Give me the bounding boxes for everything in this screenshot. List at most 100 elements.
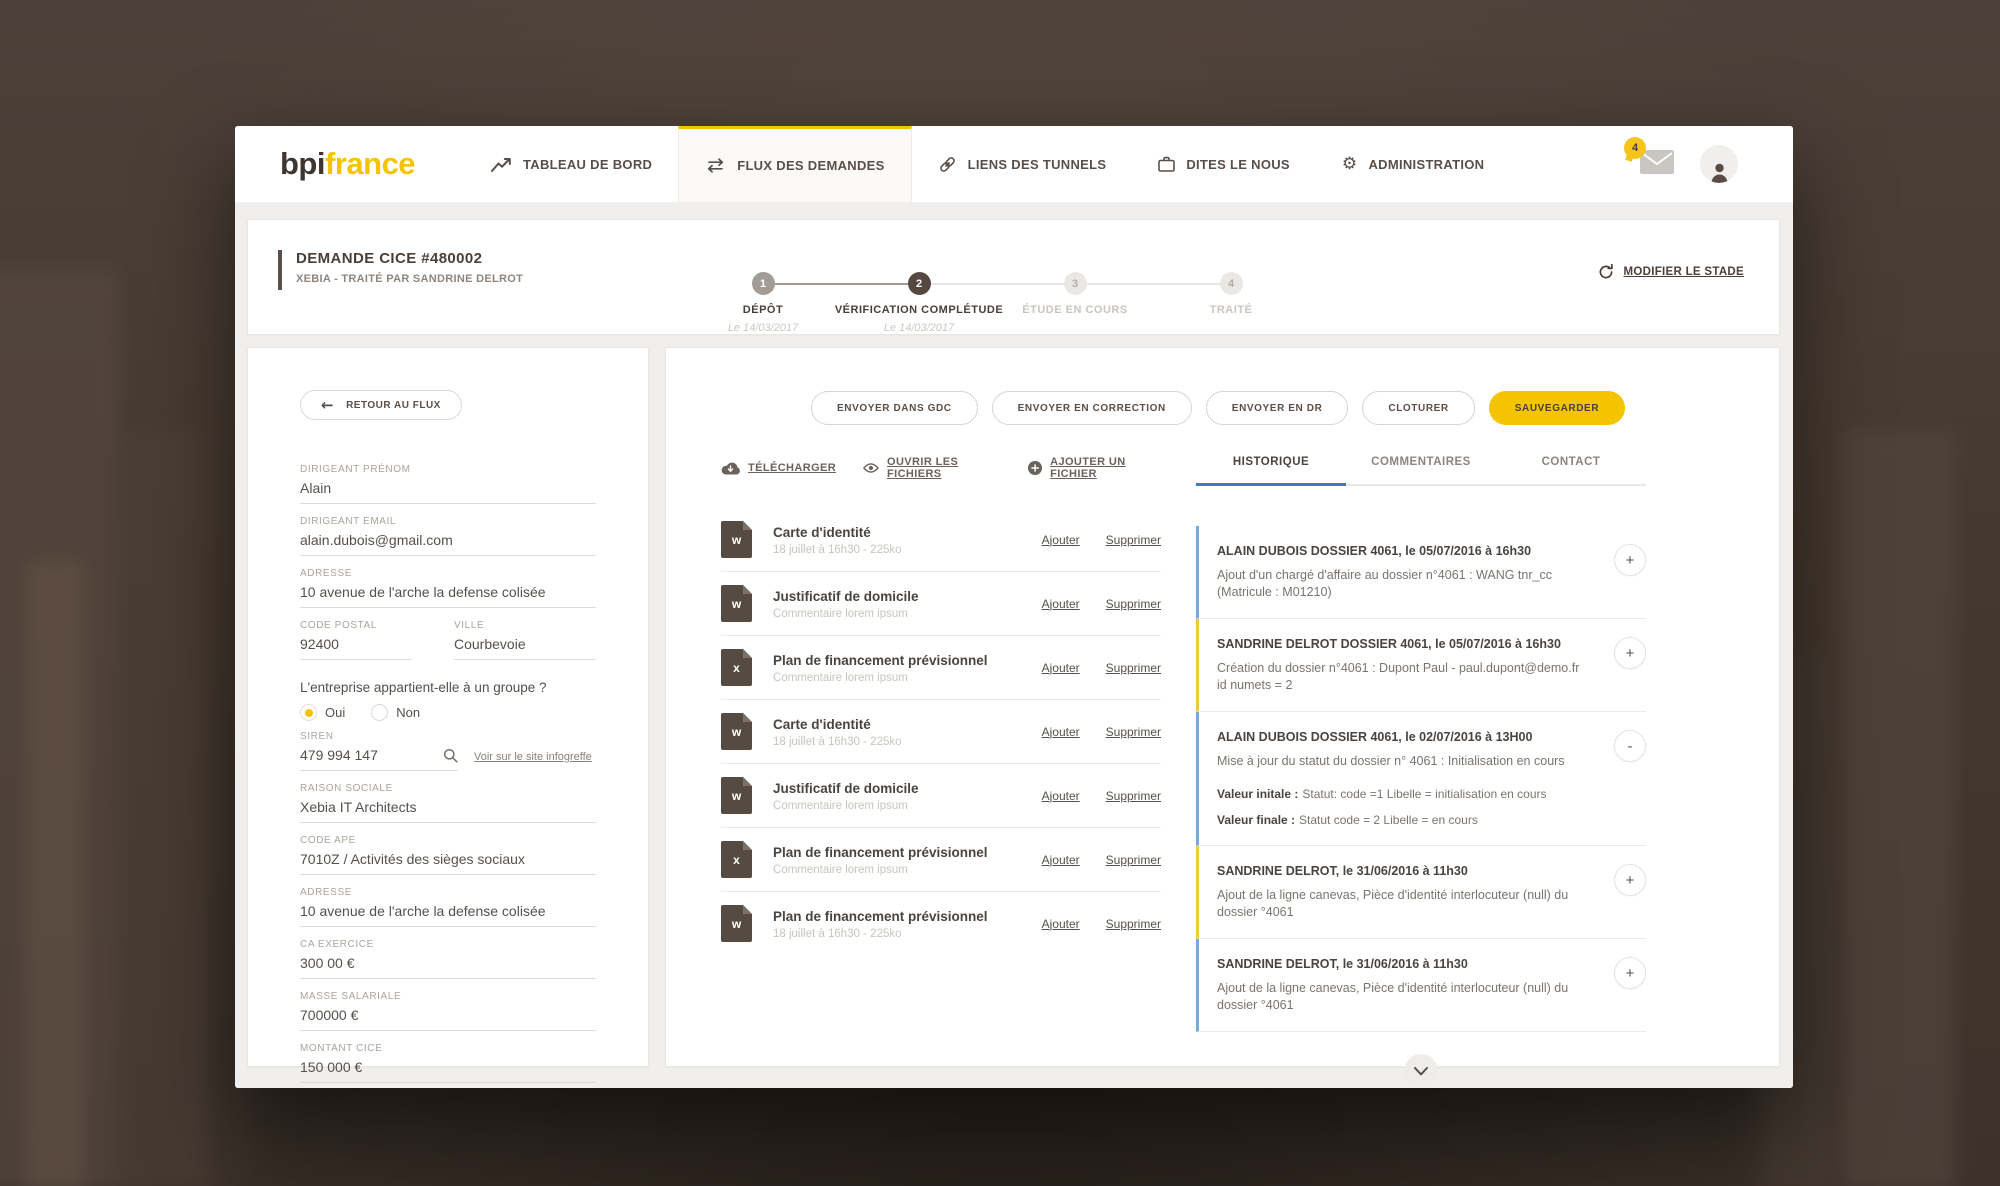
modify-stage-button[interactable]: MODIFIER LE STADE	[1598, 264, 1744, 280]
infogreffe-link[interactable]: Voir sur le site infogreffe	[474, 751, 592, 763]
top-nav: bpi france TABLEAU DE BORD FLUX DES DEMAN…	[235, 126, 1793, 203]
files-section: TÉLÉCHARGER OUVRIR LES FICHIERS AJOUTER …	[721, 456, 1161, 955]
nav-label: FLUX DES DEMANDES	[737, 158, 885, 173]
envoyer-en-dr-button[interactable]: ENVOYER EN DR	[1205, 391, 1349, 425]
history-tabs: HISTORIQUE COMMENTAIRES CONTACT	[1196, 456, 1646, 486]
field-ca-exercice: CA EXERCICE 300 00 €	[300, 939, 596, 979]
sauvegarder-button[interactable]: SAUVEGARDER	[1488, 391, 1626, 425]
supprimer-link[interactable]: Supprimer	[1105, 724, 1161, 739]
dirigeant-email-input[interactable]: alain.dubois@gmail.com	[300, 531, 596, 556]
nav-label: ADMINISTRATION	[1368, 156, 1485, 172]
step-verification-completude[interactable]: 2 VÉRIFICATION COMPLÉTUDE Le 14/03/2017	[835, 246, 1003, 334]
ajouter-link[interactable]: Ajouter	[1041, 916, 1080, 931]
link-icon	[938, 155, 957, 174]
code-ape-input[interactable]: 7010Z / Activités des sièges sociaux	[300, 850, 596, 875]
radio-non-circle	[371, 704, 389, 721]
ca-exercice-input[interactable]: 300 00 €	[300, 954, 596, 979]
radio-oui[interactable]: Oui	[300, 704, 345, 721]
field-dirigeant-email: DIRIGEANT EMAIL alain.dubois@gmail.com	[300, 516, 596, 556]
supprimer-link[interactable]: Supprimer	[1105, 660, 1161, 675]
supprimer-link[interactable]: Supprimer	[1105, 852, 1161, 867]
telecharger-link[interactable]: TÉLÉCHARGER	[721, 461, 836, 475]
tab-historique[interactable]: HISTORIQUE	[1196, 456, 1346, 486]
expand-entry-button[interactable]: +	[1614, 544, 1646, 576]
history-entry: SANDRINE DELROT, le 31/06/2016 à 11h30 A…	[1196, 939, 1646, 1032]
step-depot[interactable]: 1 DÉPÔT Le 14/03/2017	[685, 246, 841, 334]
file-item: x Plan de financement prévisionnel Comme…	[721, 636, 1161, 700]
ville-input[interactable]: Courbevoie	[454, 635, 596, 660]
logo-text-france: france	[325, 146, 416, 181]
history-entry: SANDRINE DELROT, le 31/06/2016 à 11h30 A…	[1196, 846, 1646, 939]
cloturer-button[interactable]: CLOTURER	[1362, 391, 1475, 425]
tab-commentaires[interactable]: COMMENTAIRES	[1371, 456, 1471, 468]
history-section: HISTORIQUE COMMENTAIRES CONTACT ALAIN DU…	[1196, 456, 1646, 1088]
montant-cice-input[interactable]: 150 000 €	[300, 1058, 596, 1083]
demande-title-block: DEMANDE CICE #480002 XEBIA - TRAITÉ PAR …	[278, 250, 523, 290]
demande-header-card: DEMANDE CICE #480002 XEBIA - TRAITÉ PAR …	[247, 219, 1780, 335]
field-ville: VILLE Courbevoie	[454, 620, 596, 672]
search-icon[interactable]	[443, 748, 458, 763]
group-question-label: L'entreprise appartient-elle à un groupe…	[300, 680, 547, 695]
supprimer-link[interactable]: Supprimer	[1105, 596, 1161, 611]
document-icon: w	[721, 585, 752, 622]
adresse-input[interactable]: 10 avenue de l'arche la defense colisée	[300, 583, 596, 608]
file-item: x Plan de financement prévisionnel Comme…	[721, 828, 1161, 892]
user-avatar[interactable]	[1700, 145, 1738, 183]
left-arrow-icon: ←	[321, 396, 335, 414]
nav-item-liens-des-tunnels[interactable]: LIENS DES TUNNELS	[912, 126, 1133, 202]
ajouter-un-fichier-link[interactable]: AJOUTER UN FICHIER	[1027, 456, 1161, 480]
field-raison-sociale: RAISON SOCIALE Xebia IT Architects	[300, 783, 596, 823]
ajouter-link[interactable]: Ajouter	[1041, 532, 1080, 547]
step-traite[interactable]: 4 TRAITÉ	[1153, 246, 1309, 334]
code-postal-input[interactable]: 92400	[300, 635, 412, 660]
nav-item-dites-le-nous[interactable]: DITES LE NOUS	[1132, 126, 1316, 202]
bpifrance-logo[interactable]: bpi france	[280, 126, 416, 202]
expand-entry-button[interactable]: +	[1614, 864, 1646, 896]
envoyer-en-correction-button[interactable]: ENVOYER EN CORRECTION	[991, 391, 1192, 425]
briefcase-icon	[1158, 156, 1176, 172]
actions-row: ENVOYER DANS GDC ENVOYER EN CORRECTION E…	[811, 391, 1626, 425]
logo-text-bpi: bpi	[280, 146, 326, 181]
siren-input[interactable]: 479 994 147	[300, 746, 458, 771]
ajouter-link[interactable]: Ajouter	[1041, 660, 1080, 675]
main-menu: TABLEAU DE BORD FLUX DES DEMANDES LIENS …	[465, 126, 1510, 202]
page-title: DEMANDE CICE #480002	[296, 250, 483, 267]
field-adresse-2: ADRESSE 10 avenue de l'arche la defense …	[300, 887, 596, 927]
nav-item-tableau-de-bord[interactable]: TABLEAU DE BORD	[465, 126, 678, 202]
plus-circle-icon	[1027, 460, 1043, 476]
file-item: w Justificatif de domicile Commentaire l…	[721, 764, 1161, 828]
ajouter-link[interactable]: Ajouter	[1041, 788, 1080, 803]
messages-button[interactable]: 4	[1624, 136, 1674, 179]
document-icon: x	[721, 841, 752, 878]
raison-sociale-input[interactable]: Xebia IT Architects	[300, 798, 596, 823]
ajouter-link[interactable]: Ajouter	[1041, 724, 1080, 739]
supprimer-link[interactable]: Supprimer	[1105, 916, 1161, 931]
field-masse-salariale: MASSE SALARIALE 700000 €	[300, 991, 596, 1031]
adresse-2-input[interactable]: 10 avenue de l'arche la defense colisée	[300, 902, 596, 927]
file-item: w Carte d'identité 18 juillet à 16h30 - …	[721, 508, 1161, 572]
dirigeant-prenom-input[interactable]: Alain	[300, 479, 596, 504]
expand-entry-button[interactable]: +	[1614, 957, 1646, 989]
load-more-button[interactable]	[1404, 1054, 1438, 1088]
nav-item-administration[interactable]: ⚙ ADMINISTRATION	[1316, 126, 1510, 202]
masse-salariale-input[interactable]: 700000 €	[300, 1006, 596, 1031]
back-to-flux-button[interactable]: ← RETOUR AU FLUX	[300, 390, 462, 420]
collapse-entry-button[interactable]: -	[1614, 730, 1646, 762]
ajouter-link[interactable]: Ajouter	[1041, 852, 1080, 867]
envoyer-dans-gdc-button[interactable]: ENVOYER DANS GDC	[811, 391, 978, 425]
nav-label: LIENS DES TUNNELS	[967, 156, 1107, 172]
nav-item-flux-des-demandes[interactable]: FLUX DES DEMANDES	[678, 126, 912, 202]
tab-contact[interactable]: CONTACT	[1541, 456, 1601, 468]
supprimer-link[interactable]: Supprimer	[1105, 788, 1161, 803]
file-item: w Carte d'identité 18 juillet à 16h30 - …	[721, 700, 1161, 764]
chevron-down-icon	[1414, 1066, 1428, 1075]
field-code-ape: CODE APE 7010Z / Activités des sièges so…	[300, 835, 596, 875]
ajouter-link[interactable]: Ajouter	[1041, 596, 1080, 611]
step-etude-en-cours[interactable]: 3 ÉTUDE EN COURS	[997, 246, 1153, 334]
expand-entry-button[interactable]: +	[1614, 637, 1646, 669]
radio-non[interactable]: Non	[371, 704, 420, 721]
nav-label: TABLEAU DE BORD	[523, 156, 653, 172]
supprimer-link[interactable]: Supprimer	[1105, 532, 1161, 547]
mail-icon	[1640, 149, 1674, 174]
ouvrir-les-fichiers-link[interactable]: OUVRIR LES FICHIERS	[863, 456, 1001, 480]
